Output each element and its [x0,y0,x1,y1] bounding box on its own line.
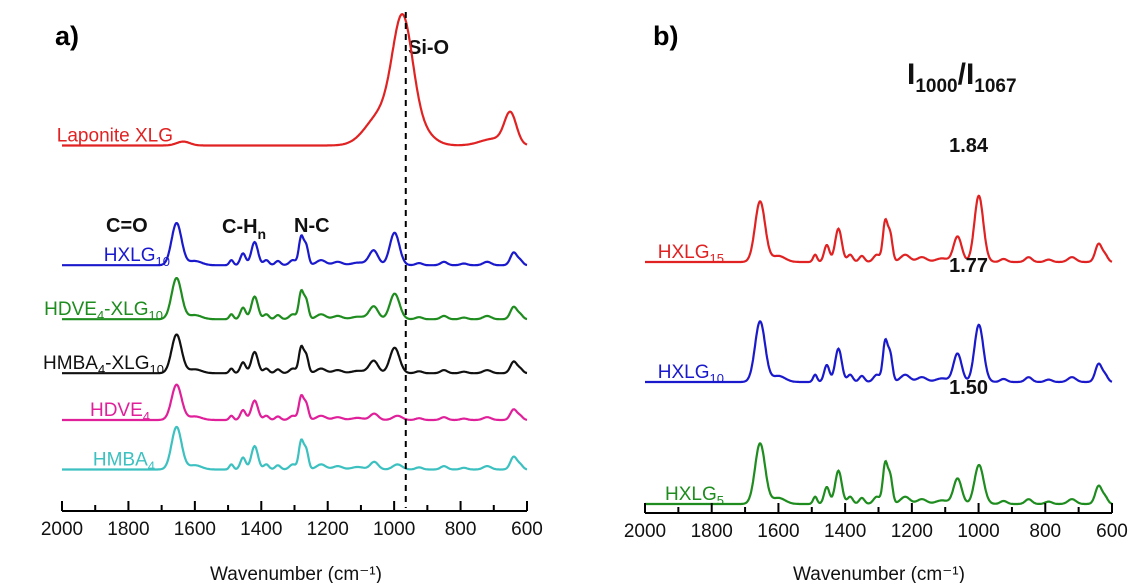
panel-b-series-label-sub: 15 [710,251,724,266]
panel-b-x-tick-label: 600 [1096,521,1128,542]
panel-a-series-HMBA4-XLG10 [62,333,528,375]
panel-a-series-labels: Laponite XLGHXLG10HDVE4-XLG10HMBA4-XLG10… [43,126,173,474]
panel-b-x-axis: 2000 1800 1600 1400 1200 1000 800 600 [624,503,1128,542]
panel-b-x-axis-label: Wavenumber (cm⁻¹) [793,564,965,583]
n-c-annotation: N-C [294,215,330,237]
panel-a-series-label-main: HDVE [90,400,143,421]
panel-b-x-tick-label: 1400 [824,521,866,542]
ratio-title-slash: /I [958,58,975,91]
panel-b-x-tick-label: 2000 [624,521,666,542]
panel-a-series-label-sub: 4 [143,409,150,424]
panel-a-series-label-HDVE4-XLG10: HDVE4-XLG10 [44,299,163,323]
panel-a-series [62,13,528,471]
panel-a-series-label-HDVE4: HDVE4 [90,400,150,424]
panel-a-series-label-sub: 4 [98,362,105,377]
panel-b-series-label-main: HXLG [658,242,710,263]
panel-b-x-tick-label: 1200 [891,521,933,542]
panel-a-series-label-HMBA4-XLG10: HMBA4-XLG10 [43,353,164,377]
panel-a-series-label-Laponite XLG: Laponite XLG [57,126,173,147]
panel-b-series-label-sub: 5 [717,493,724,508]
panel-a-series-label-sub: 4 [97,308,104,323]
panel-b-ratio-value-HXLG10: 1.77 [949,255,988,277]
panel-a-series-label-HMBA4: HMBA4 [93,450,155,474]
panel-a-series-label-sub2: 10 [150,362,164,377]
panel-a-series-HDVE4-XLG10 [62,277,528,321]
panel-a-x-tick-label: 800 [445,519,477,540]
panel-a-x-tick-label: 1000 [373,519,415,540]
panel-a-series-HDVE4 [62,383,528,422]
panel-b-series-label-main: HXLG [658,362,710,383]
c-h-annotation: C-Hn [222,216,266,242]
panel-a-series-label-sub: 10 [156,254,170,269]
panel-b-ratio-value-HXLG5: 1.50 [949,377,988,399]
panel-a: a) Si-O C=O C-Hn N-C Laponite XLGHXLG10H… [41,12,543,583]
si-o-annotation: Si-O [408,37,449,59]
panel-a-series-label-sub: 4 [148,459,155,474]
panel-b-series [645,194,1113,506]
panel-a-x-tick-label: 2000 [41,519,83,540]
panel-a-series-label-main: Laponite XLG [57,126,173,147]
panel-a-series-HXLG10 [62,222,528,267]
panel-a-series-label-main: HXLG [104,245,156,266]
panel-a-series-label-main: HDVE [44,299,97,320]
panel-b-series-label-HXLG5: HXLG5 [665,484,724,508]
panel-a-series-label-sub2: 10 [149,308,163,323]
panel-a-series-label-tail: -XLG [105,353,149,374]
panel-b: b) I1000/I1067 HXLG151.84HXLG101.77HXLG5… [624,21,1128,583]
panel-a-series-label-main: HMBA [43,353,98,374]
ratio-title-i: I [907,58,915,91]
panel-b-x-tick-label: 800 [1029,521,1061,542]
ratio-title: I1000/I1067 [907,58,1017,97]
panel-a-x-tick-label: 1800 [107,519,149,540]
panel-b-series-label-HXLG15: HXLG15 [658,242,724,266]
panel-a-series-Laponite XLG [62,13,528,147]
c-o-annotation: C=O [106,215,148,237]
c-h-main: C-H [222,216,258,238]
panel-b-label: b) [653,21,678,51]
panel-b-series-HXLG10 [645,320,1113,384]
panel-a-x-axis-label: Wavenumber (cm⁻¹) [210,564,382,583]
panel-a-x-tick-label: 1200 [307,519,349,540]
panel-a-series-HMBA4 [62,425,528,471]
panel-b-series-HXLG15 [645,194,1113,264]
ratio-title-sub2: 1067 [974,76,1016,97]
panel-a-series-label-HXLG10: HXLG10 [104,245,170,269]
panel-a-series-label-tail: -XLG [104,299,148,320]
panel-b-x-tick-label: 1800 [691,521,733,542]
panel-b-ratio-value-HXLG15: 1.84 [949,135,989,157]
panel-a-x-tick-label: 600 [511,519,543,540]
panel-b-series-label-HXLG10: HXLG10 [658,362,724,386]
panel-a-series-label-main: HMBA [93,450,148,471]
panel-a-x-tick-label: 1400 [240,519,282,540]
panel-a-x-tick-label: 1600 [174,519,216,540]
panel-b-x-tick-label: 1600 [757,521,799,542]
c-h-subscript: n [258,226,267,242]
panel-a-label: a) [55,21,79,51]
ratio-title-sub1: 1000 [915,76,957,97]
panel-a-x-axis: 2000 1800 1600 1400 1200 1000 800 600 [41,501,543,540]
panel-b-series-HXLG5 [645,442,1113,506]
panel-b-series-label-main: HXLG [665,484,717,505]
panel-b-series-label-sub: 10 [710,371,724,386]
panel-b-x-tick-label: 1000 [957,521,999,542]
